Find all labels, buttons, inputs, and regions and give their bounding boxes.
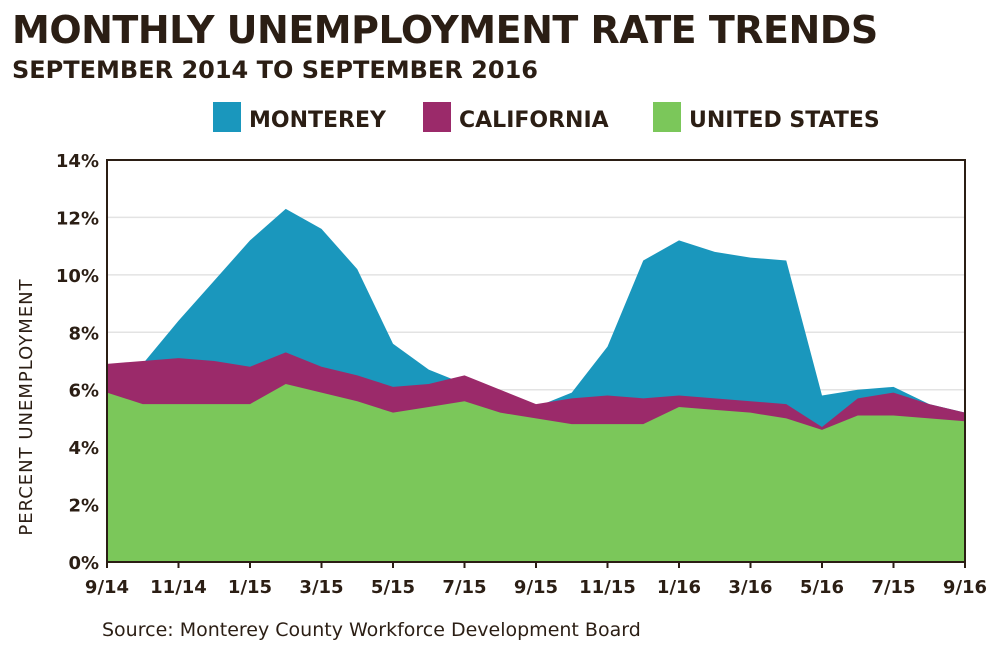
- x-tick-label: 11/14: [150, 577, 207, 598]
- x-tick-label: 9/14: [85, 577, 129, 598]
- y-tick-label: 6%: [68, 381, 99, 402]
- legend-label-monterey: MONTEREY: [249, 108, 387, 133]
- legend: MONTEREY CALIFORNIA UNITED STATES: [213, 102, 880, 133]
- y-tick-label: 12%: [56, 208, 99, 229]
- legend-swatch-united-states: [653, 102, 681, 132]
- x-tick-label: 7/15: [871, 577, 915, 598]
- source-note: Source: Monterey County Workforce Develo…: [102, 619, 641, 641]
- y-axis-ticks: 0% 2% 4% 6% 8% 10% 12% 14%: [56, 151, 99, 574]
- x-tick-label: 5/16: [800, 577, 844, 598]
- legend-swatch-monterey: [213, 102, 241, 132]
- y-axis-label: PERCENT UNEMPLOYMENT: [16, 278, 37, 535]
- legend-swatch-california: [423, 102, 451, 132]
- legend-label-california: CALIFORNIA: [459, 108, 609, 133]
- chart-title: MONTHLY UNEMPLOYMENT RATE TRENDS: [12, 8, 878, 52]
- x-tick-label: 9/15: [514, 577, 558, 598]
- x-tick-label: 1/15: [228, 577, 272, 598]
- x-tick-label: 7/15: [442, 577, 486, 598]
- y-tick-label: 0%: [68, 553, 99, 574]
- chart-subtitle: SEPTEMBER 2014 TO SEPTEMBER 2016: [12, 56, 538, 84]
- x-tick-label: 3/15: [299, 577, 343, 598]
- legend-label-united-states: UNITED STATES: [689, 108, 880, 133]
- y-tick-label: 4%: [68, 438, 99, 459]
- y-tick-label: 14%: [56, 151, 99, 172]
- x-tick-label: 11/15: [579, 577, 636, 598]
- x-tick-label: 1/16: [657, 577, 701, 598]
- area-united-states: [107, 383, 965, 562]
- y-tick-label: 10%: [56, 266, 99, 287]
- series-areas: [107, 208, 965, 563]
- x-tick-label: 9/16: [943, 577, 987, 598]
- x-axis-ticks: 9/14 11/14 1/15 3/15 5/15 7/15 9/15 11/15 1/16 3/…: [85, 562, 987, 598]
- y-tick-label: 8%: [68, 323, 99, 344]
- x-tick-label: 5/15: [371, 577, 415, 598]
- x-tick-label: 3/16: [728, 577, 772, 598]
- y-tick-label: 2%: [68, 496, 99, 517]
